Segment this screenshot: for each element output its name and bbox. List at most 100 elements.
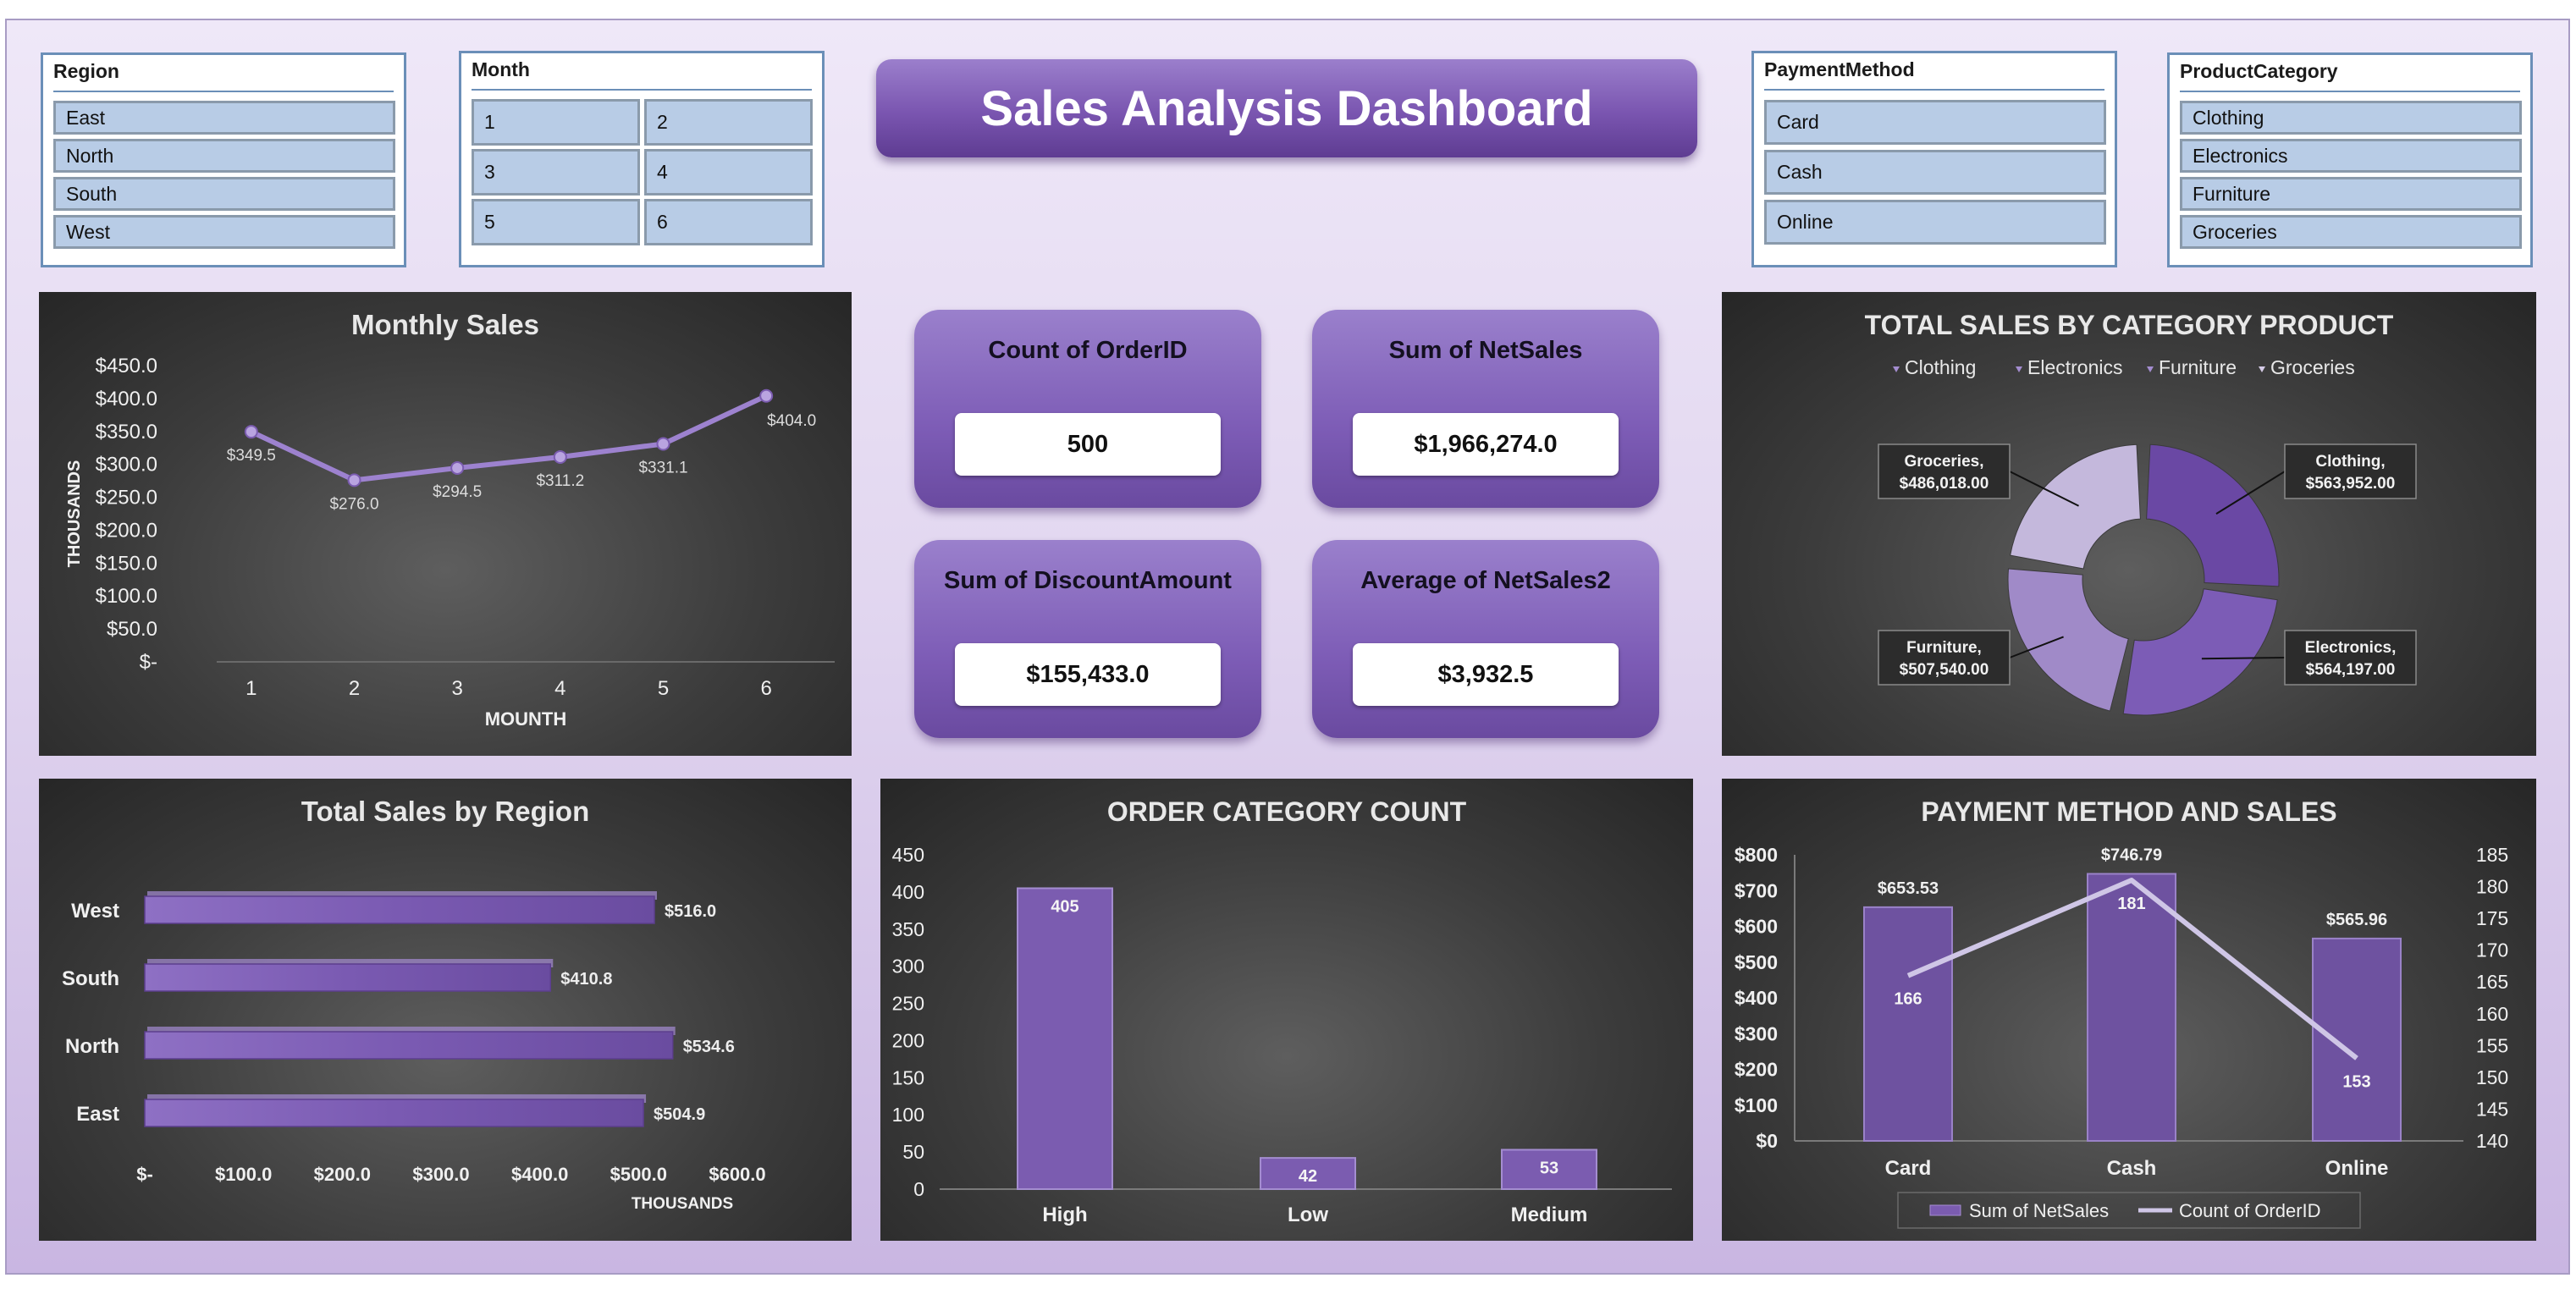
bar bbox=[2087, 873, 2176, 1142]
month-slicer: Month 1 2 3 4 5 6 bbox=[459, 51, 825, 267]
data-label: $294.5 bbox=[433, 483, 482, 501]
slicer-item-month-1[interactable]: 1 bbox=[472, 99, 640, 146]
bar bbox=[144, 1031, 674, 1060]
donut-slice bbox=[2122, 588, 2278, 716]
category-slicer-title: ProductCategory bbox=[2180, 60, 2338, 82]
region-slicer: Region East North South West bbox=[41, 52, 406, 267]
slicer-item-month-6[interactable]: 6 bbox=[644, 199, 813, 245]
x-tick-label: $600.0 bbox=[709, 1164, 765, 1185]
x-tick-label: $- bbox=[136, 1164, 153, 1185]
bar-3d-top bbox=[147, 1094, 647, 1103]
data-point bbox=[347, 473, 361, 488]
donut-slice bbox=[2146, 443, 2280, 587]
category-label: Card bbox=[1885, 1157, 1932, 1180]
chart-title: TOTAL SALES BY CATEGORY PRODUCT bbox=[1865, 310, 2394, 340]
slicer-item-month-3[interactable]: 3 bbox=[472, 149, 640, 196]
x-axis-title: MOUNTH bbox=[485, 708, 567, 730]
dashboard-title: Sales Analysis Dashboard bbox=[876, 59, 1697, 157]
slicer-divider bbox=[1764, 89, 2104, 91]
legend-bar-swatch bbox=[1929, 1204, 1961, 1216]
slicer-item-south[interactable]: South bbox=[53, 177, 395, 211]
data-label: 42 bbox=[1299, 1167, 1317, 1186]
bar bbox=[1017, 887, 1113, 1190]
payment-method-chart: PAYMENT METHOD AND SALES $0 $100 $200 $300 $4… bbox=[1722, 779, 2536, 1241]
y-tick-label: $400.0 bbox=[96, 388, 157, 410]
slicer-item-clothing[interactable]: Clothing bbox=[2180, 101, 2522, 135]
x-tick-label: 3 bbox=[451, 677, 462, 700]
slicer-item-online[interactable]: Online bbox=[1764, 200, 2106, 245]
slicer-item-card[interactable]: Card bbox=[1764, 100, 2106, 145]
data-label: Electronics, bbox=[2305, 639, 2397, 657]
slicer-item-north[interactable]: North bbox=[53, 139, 395, 173]
slicer-item-furniture[interactable]: Furniture bbox=[2180, 177, 2522, 211]
x-tick-label: $300.0 bbox=[412, 1164, 469, 1185]
data-label: $276.0 bbox=[329, 495, 378, 513]
y-tick-label: $100 bbox=[1735, 1094, 1778, 1116]
label-leader-line bbox=[2009, 636, 2064, 658]
slicer-divider bbox=[472, 89, 812, 91]
y-tick-label: 450 bbox=[892, 844, 924, 866]
bar bbox=[144, 963, 552, 992]
data-label-box bbox=[2284, 630, 2417, 686]
region-sales-svg: Total Sales by Region East $504.9 North $534… bbox=[62, 796, 766, 1213]
kpi-label: Sum of DiscountAmount bbox=[944, 567, 1232, 594]
y2-tick-label: 175 bbox=[2476, 907, 2508, 929]
slicer-item-groceries[interactable]: Groceries bbox=[2180, 215, 2522, 249]
data-label: $486,018.00 bbox=[1900, 475, 1989, 493]
data-point bbox=[553, 449, 567, 464]
line-data-label: 153 bbox=[2342, 1072, 2370, 1091]
y-tick-label: $200 bbox=[1735, 1059, 1778, 1081]
y-tick-label: 200 bbox=[892, 1029, 924, 1051]
category-label: Medium bbox=[1511, 1204, 1588, 1226]
product-category-slicer: ProductCategory Clothing Electronics Fur… bbox=[2167, 52, 2533, 267]
y-tick-label: 350 bbox=[892, 918, 924, 940]
y2-tick-label: 160 bbox=[2476, 1003, 2508, 1025]
y-tick-label: $600 bbox=[1735, 916, 1778, 938]
category-sales-svg: TOTAL SALES BY CATEGORY PRODUCT Clothing E… bbox=[1865, 310, 2417, 716]
slicer-item-cash[interactable]: Cash bbox=[1764, 150, 2106, 195]
data-label: $563,952.00 bbox=[2306, 475, 2396, 493]
y-tick-label: $500 bbox=[1735, 951, 1778, 973]
slicer-item-month-2[interactable]: 2 bbox=[644, 99, 813, 146]
y-tick-label: $350.0 bbox=[96, 421, 157, 443]
legend-label: Electronics bbox=[2027, 356, 2122, 378]
bar-data-label: $653.53 bbox=[1878, 879, 1939, 898]
monthly-sales-chart: Monthly Sales $- $50.0 $100.0 $150.0 $200.0 $2… bbox=[39, 292, 852, 756]
slicer-divider bbox=[2180, 91, 2520, 92]
order-category-chart: ORDER CATEGORY COUNT 0 50 100 150 200 250 300 35… bbox=[880, 779, 1693, 1241]
y2-tick-label: 185 bbox=[2476, 844, 2508, 866]
data-label: 405 bbox=[1051, 898, 1078, 917]
y-tick-label: 250 bbox=[892, 993, 924, 1015]
slicer-item-electronics[interactable]: Electronics bbox=[2180, 139, 2522, 173]
kpi-value: 500 bbox=[955, 413, 1221, 476]
y-tick-label: 0 bbox=[913, 1178, 924, 1200]
bar-3d-top bbox=[147, 1027, 676, 1035]
payment-method-slicer: PaymentMethod Card Cash Online bbox=[1751, 51, 2117, 267]
bar bbox=[1863, 906, 1953, 1142]
bar-3d-top bbox=[147, 891, 657, 900]
y2-tick-label: 145 bbox=[2476, 1098, 2508, 1120]
legend-label: Furniture bbox=[2159, 356, 2237, 378]
category-label: High bbox=[1042, 1204, 1087, 1226]
data-label: $504.9 bbox=[654, 1105, 705, 1124]
legend-label: Clothing bbox=[1905, 356, 1976, 378]
y-tick-label: $450.0 bbox=[96, 355, 157, 377]
chart-title: Total Sales by Region bbox=[301, 796, 589, 827]
data-label: Furniture, bbox=[1906, 639, 1982, 657]
slicer-item-month-4[interactable]: 4 bbox=[644, 149, 813, 196]
slicer-item-west[interactable]: West bbox=[53, 215, 395, 249]
bar-data-label: $746.79 bbox=[2101, 846, 2162, 864]
y-tick-label: $200.0 bbox=[96, 519, 157, 542]
slicer-item-month-5[interactable]: 5 bbox=[472, 199, 640, 245]
x-tick-label: $500.0 bbox=[610, 1164, 667, 1185]
legend-box bbox=[1897, 1192, 2361, 1229]
data-label-box bbox=[1878, 630, 2011, 686]
category-label: East bbox=[76, 1103, 119, 1126]
order-category-svg: ORDER CATEGORY COUNT 0 50 100 150 200 250 300 35… bbox=[892, 796, 1672, 1226]
slicer-item-east[interactable]: East bbox=[53, 101, 395, 135]
data-label: $507,540.00 bbox=[1900, 661, 1989, 679]
kpi-value: $3,932.5 bbox=[1353, 643, 1619, 706]
data-label: $331.1 bbox=[638, 459, 687, 476]
legend-marker bbox=[2147, 366, 2154, 372]
legend-label: Sum of NetSales bbox=[1969, 1200, 2109, 1221]
